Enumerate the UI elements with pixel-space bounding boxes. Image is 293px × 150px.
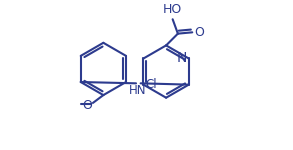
Text: N: N [176, 51, 187, 65]
Text: O: O [82, 99, 92, 112]
Text: HO: HO [163, 3, 182, 16]
Text: HN: HN [129, 84, 147, 97]
Text: Cl: Cl [146, 78, 157, 91]
Text: O: O [194, 26, 204, 39]
